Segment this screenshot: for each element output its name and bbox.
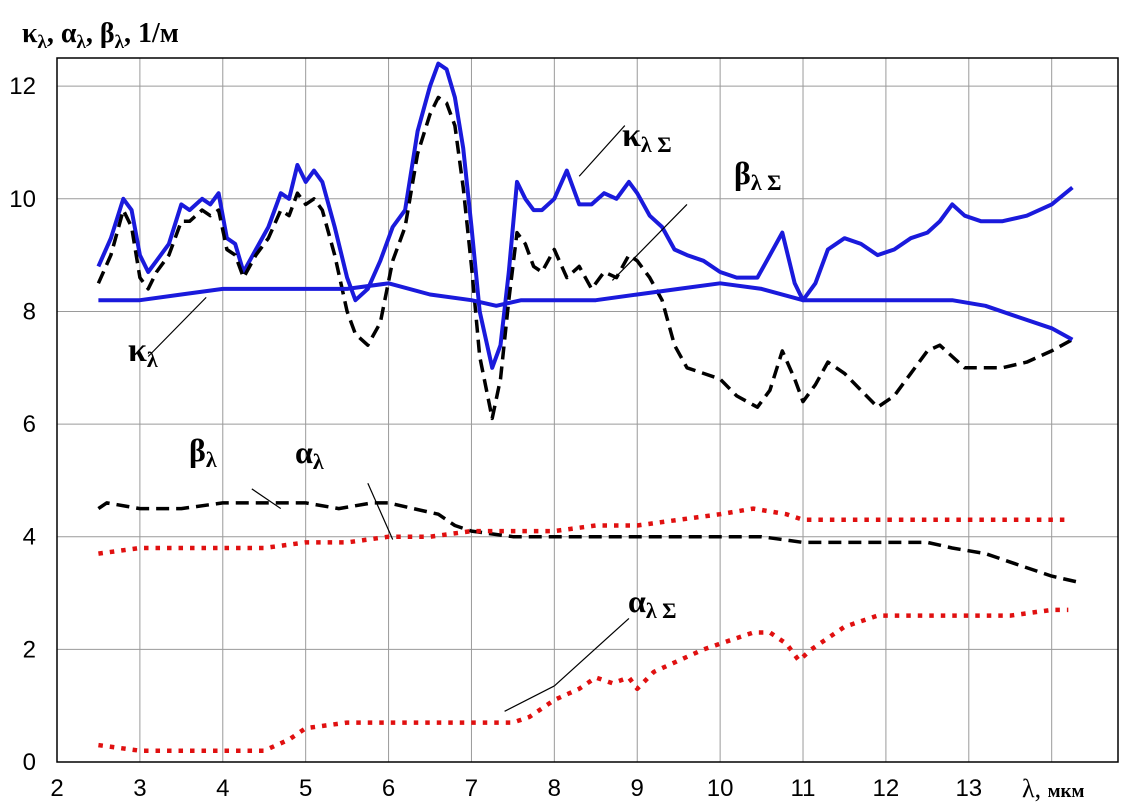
y-axis-label: κλ, αλ, βλ, 1/м <box>22 18 179 53</box>
annotation-b: βλ <box>189 432 217 472</box>
y-tick-label: 8 <box>23 298 36 325</box>
x-tick-label: 13 <box>955 775 982 802</box>
x-tick-label: 12 <box>873 775 900 802</box>
y-tick-label: 10 <box>9 186 36 213</box>
series-b-sigma-line <box>96 95 1074 421</box>
annotation-b-sigma: βλ Σ <box>734 155 782 195</box>
plot-frame <box>56 57 1119 763</box>
x-tick-label: 10 <box>707 775 734 802</box>
series-a-line <box>98 506 1069 556</box>
series-b-line <box>97 501 1077 584</box>
series-a-sigma-line <box>98 607 1069 753</box>
x-tick-label: 5 <box>299 775 312 802</box>
annotation-leaders <box>147 125 688 712</box>
series-k-sigma-line <box>96 61 1074 370</box>
x-tick-label: 8 <box>548 775 561 802</box>
x-tick-label: 4 <box>216 775 229 802</box>
leader-line-k <box>147 296 207 357</box>
x-tick-label: 7 <box>465 775 478 802</box>
x-tick-label: 3 <box>133 775 146 802</box>
series-layer <box>96 61 1077 753</box>
y-tick-label: 12 <box>9 73 36 100</box>
y-tick-label: 4 <box>23 524 36 551</box>
leader-line-a-sigma-2 <box>553 617 630 687</box>
annotation-a-sigma: αλ Σ <box>628 583 677 623</box>
y-tick-label: 6 <box>23 411 36 438</box>
leader-line-b-sigma <box>611 204 688 281</box>
annotation-k: κλ <box>128 332 158 372</box>
leader-line-a-sigma <box>504 685 555 712</box>
x-tick-label: 2 <box>50 775 63 802</box>
x-tick-label: 9 <box>631 775 644 802</box>
leader-line-k-sigma <box>578 125 626 177</box>
annotation-k-sigma: κλ Σ <box>622 117 672 157</box>
series-k-line <box>98 281 1074 342</box>
x-tick-label: 6 <box>382 775 395 802</box>
x-axis-label: λ, мкм <box>1022 774 1084 803</box>
y-tick-label: 2 <box>23 636 36 663</box>
grid <box>57 58 1118 762</box>
x-tick-label: 11 <box>791 775 816 802</box>
leader-line-a <box>367 482 394 540</box>
annotation-a: αλ <box>295 434 324 474</box>
y-tick-label: 0 <box>23 749 36 776</box>
leader-line-b <box>251 488 282 510</box>
